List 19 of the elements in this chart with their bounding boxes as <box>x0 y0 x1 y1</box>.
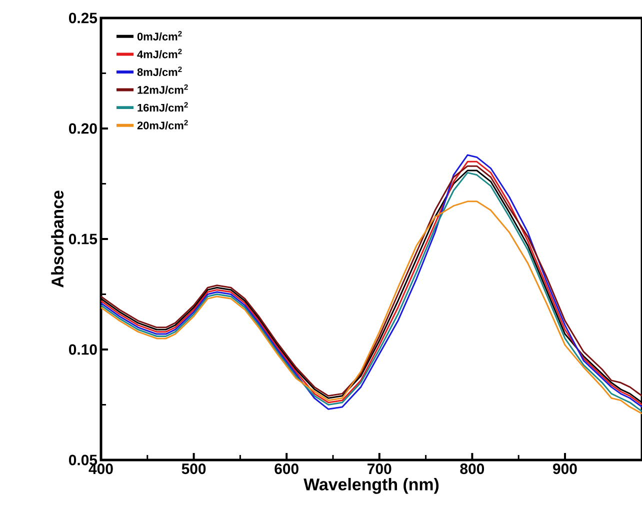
x-tick-label: 900 <box>553 464 577 474</box>
x-tick-label: 500 <box>182 464 206 474</box>
x-axis-title: Wavelength (nm) <box>304 478 439 494</box>
y-tick-label: 0.25 <box>68 12 98 24</box>
legend-label: 20mJ/cm$^{2}$ <box>137 120 188 130</box>
x-tick-label: 800 <box>460 464 484 474</box>
x-tick-label: 700 <box>368 464 392 474</box>
y-axis-title: Absorbance <box>51 190 64 288</box>
legend-label: 8mJ/cm$^{2}$ <box>137 66 182 76</box>
legend-label: 12mJ/cm$^{2}$ <box>138 84 188 94</box>
y-tick-label: 0.10 <box>68 344 97 355</box>
y-tick-label: 0.20 <box>68 123 97 134</box>
legend-label: 0mJ/cm$^{2}$ <box>137 31 182 41</box>
legend-label: 16mJ/cm$^{2}$ <box>138 102 188 112</box>
y-tick-label: 0.05 <box>68 454 98 466</box>
y-tick-label: 0.15 <box>68 234 98 244</box>
x-tick-label: 600 <box>274 464 298 474</box>
x-tick-label: 400 <box>88 464 113 474</box>
legend-label: 4mJ/cm$^{2}$ <box>137 48 182 58</box>
